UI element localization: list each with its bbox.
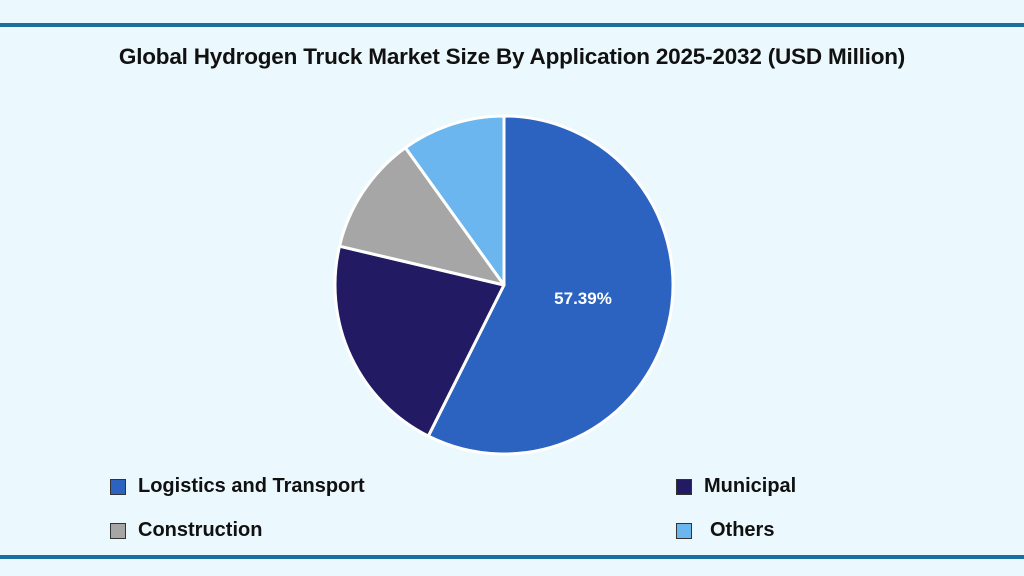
pie-slice-others [403, 114, 506, 287]
legend-swatch [676, 522, 692, 539]
data-label: 57.39% [554, 289, 612, 308]
top-rule [0, 23, 1024, 27]
pie-slice-logistics-and-transport [426, 114, 675, 456]
legend-label: Construction [138, 519, 263, 541]
legend-item-others: Others [676, 519, 774, 542]
legend-label: Others [710, 519, 775, 541]
chart-title: Global Hydrogen Truck Market Size By App… [118, 44, 906, 69]
legend-item-construction: Construction [110, 519, 262, 542]
legend-label: Municipal [704, 475, 797, 497]
legend-swatch [110, 478, 126, 495]
bottom-rule [0, 555, 1024, 559]
legend-label: Logistics and Transport [138, 475, 365, 497]
legend-item-municipal: Municipal [676, 475, 796, 498]
legend-swatch [110, 522, 126, 539]
pie-slice-municipal [333, 244, 506, 438]
legend-item-logistics: Logistics and Transport [110, 475, 365, 498]
legend-swatch [676, 478, 692, 495]
pie-slice-construction [338, 146, 506, 287]
